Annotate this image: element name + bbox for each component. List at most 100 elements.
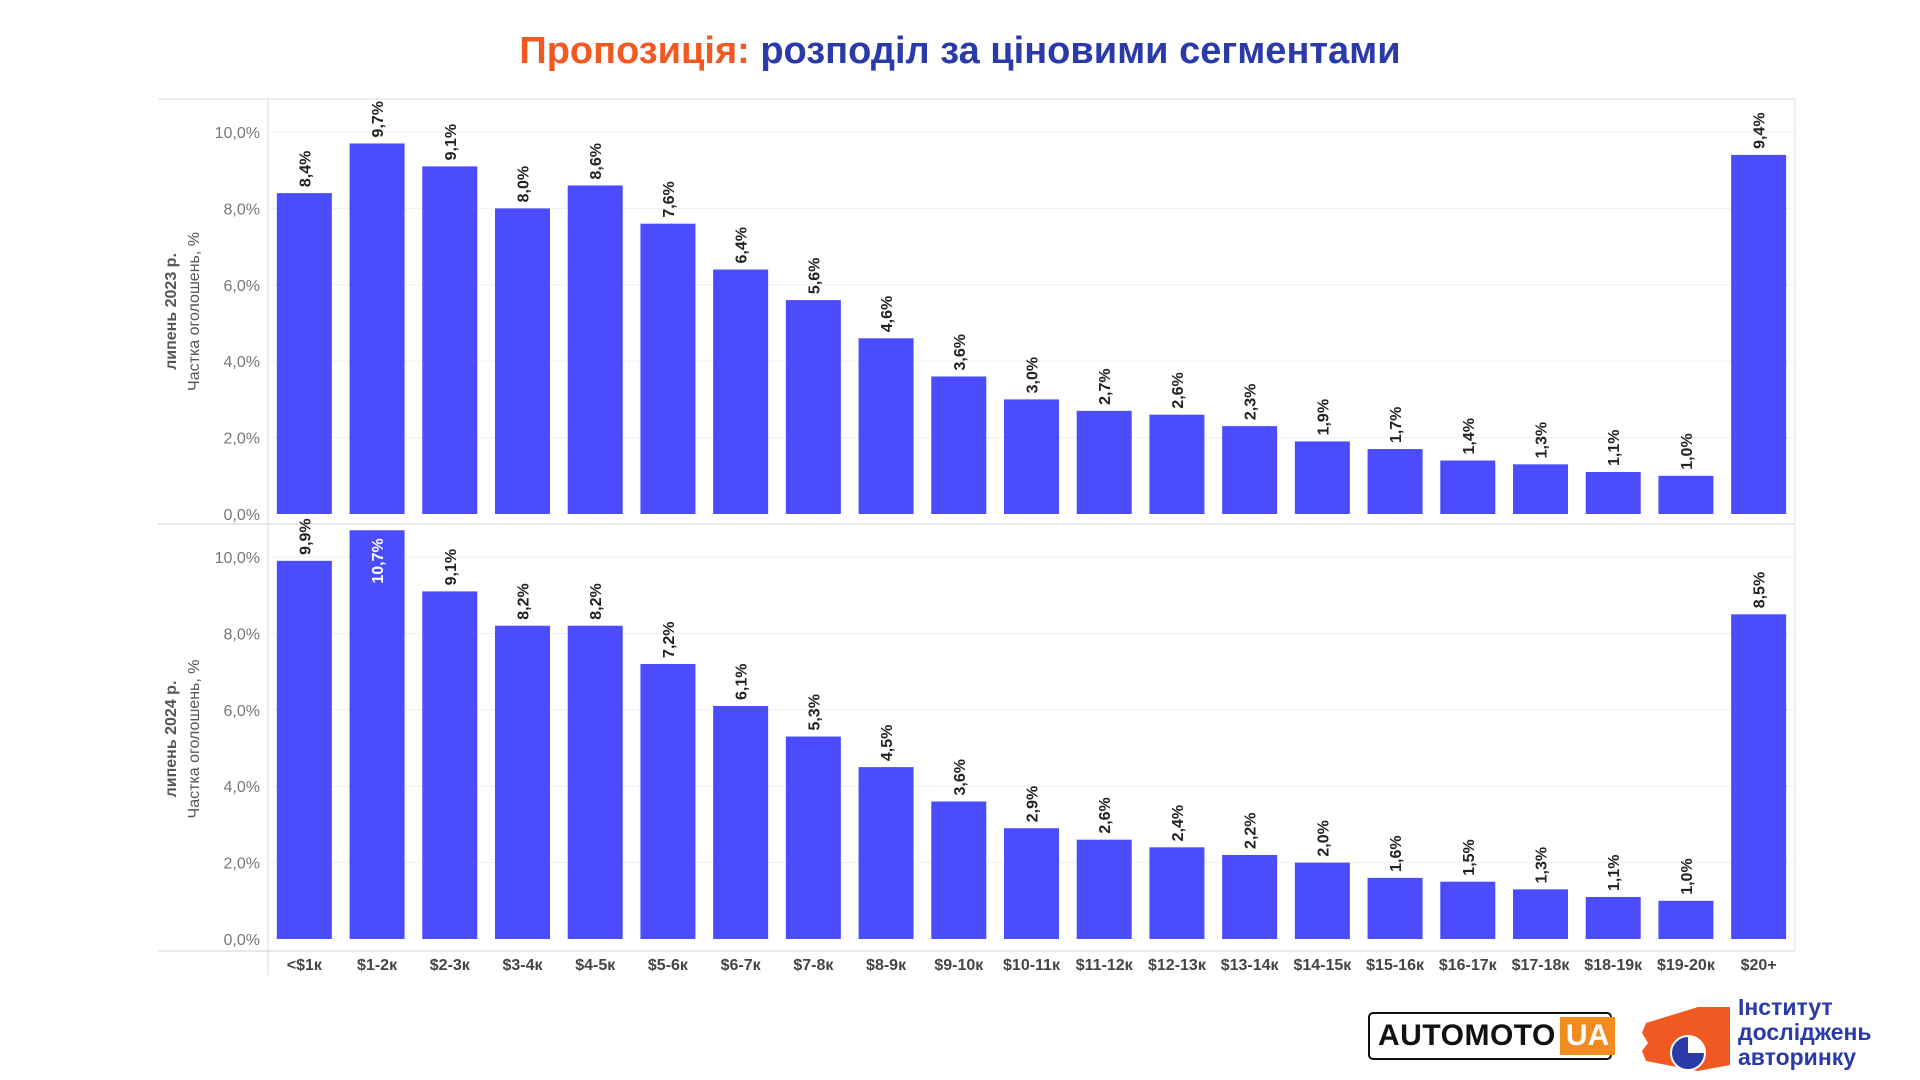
bar-value-label-2023: 3,6% <box>952 334 969 370</box>
y-tick-label-2023: 0,0% <box>224 507 260 524</box>
y-tick-label-2024: 10,0% <box>215 550 260 567</box>
y-tick-label-2023: 10,0% <box>215 125 260 142</box>
bar-2024 <box>1585 896 1641 939</box>
bar-value-label-2023: 1,7% <box>1388 407 1405 443</box>
x-tick-label: $4-5к <box>575 957 616 974</box>
y-tick-label-2023: 8,0% <box>224 201 260 218</box>
bar-2023 <box>1076 410 1132 514</box>
bar-value-label-2023: 1,0% <box>1679 433 1696 469</box>
y-tick-label-2024: 8,0% <box>224 626 260 643</box>
bar-value-label-2024: 10,7% <box>370 538 387 583</box>
bar-2024 <box>1367 877 1423 939</box>
institute-logo: Інститут досліджень авторинку <box>1638 995 1908 1075</box>
bar-value-label-2024: 1,0% <box>1679 858 1696 894</box>
bar-value-label-2023: 3,0% <box>1025 357 1042 393</box>
bar-2023 <box>1004 399 1059 514</box>
bar-2024 <box>1076 839 1132 939</box>
x-tick-label: <$1к <box>287 957 323 974</box>
bar-value-label-2023: 8,6% <box>588 143 605 179</box>
bar-2024 <box>495 625 550 939</box>
bar-value-label-2024: 4,5% <box>879 725 896 761</box>
bar-2023 <box>1440 460 1496 514</box>
chart-title-main: розподіл за ціновими сегментами <box>760 30 1401 72</box>
bar-2023 <box>495 208 550 514</box>
x-tick-label: $6-7к <box>721 957 762 974</box>
bar-value-label-2024: 1,5% <box>1461 839 1478 875</box>
x-tick-label: $7-8к <box>793 957 834 974</box>
bar-value-label-2023: 5,6% <box>806 258 823 294</box>
x-tick-label: $15-16к <box>1366 957 1425 974</box>
y-tick-label-2023: 6,0% <box>224 278 260 295</box>
y-tick-label-2024: 4,0% <box>224 779 260 796</box>
bar-2024 <box>931 801 987 939</box>
bar-2024 <box>1440 881 1496 939</box>
y-axis-label-2023: Частка оголошень, % <box>186 232 203 391</box>
bar-value-label-2023: 2,3% <box>1243 384 1260 420</box>
bar-2024 <box>713 705 769 939</box>
bar-2024 <box>422 591 478 939</box>
bar-2023 <box>567 185 623 515</box>
x-tick-label: $1-2к <box>357 957 398 974</box>
x-tick-label: $11-12к <box>1076 957 1134 974</box>
bar-value-label-2023: 1,9% <box>1315 399 1332 435</box>
bar-2024 <box>1004 828 1059 939</box>
institute-logo-icon <box>1642 1007 1730 1071</box>
bar-value-label-2023: 6,4% <box>734 227 751 263</box>
bar-value-label-2024: 3,6% <box>952 759 969 795</box>
bar-2023 <box>640 223 696 514</box>
automoto-logo-text: AUTOMOTO <box>1378 1019 1556 1052</box>
bar-value-label-2023: 2,6% <box>1170 372 1187 408</box>
bar-2023 <box>1367 449 1423 514</box>
bar-value-label-2023: 4,6% <box>879 296 896 332</box>
bar-2023 <box>1294 441 1350 514</box>
bar-value-label-2023: 9,4% <box>1752 112 1769 148</box>
bar-2024 <box>640 663 696 939</box>
bar-2024 <box>858 767 914 939</box>
bar-2024 <box>1294 862 1350 939</box>
automoto-logo-ua: UA <box>1559 1017 1616 1055</box>
x-tick-label: $2-3к <box>430 957 471 974</box>
x-tick-label: $12-13к <box>1148 957 1207 974</box>
bar-value-label-2023: 8,4% <box>297 151 314 187</box>
y-tick-label-2023: 4,0% <box>224 354 260 371</box>
bar-value-label-2023: 1,3% <box>1534 422 1551 458</box>
bar-value-label-2024: 8,2% <box>588 583 605 619</box>
bar-2023 <box>1222 426 1278 514</box>
bar-value-label-2024: 1,1% <box>1606 855 1623 891</box>
bar-2023 <box>1731 154 1787 515</box>
y-tick-label-2023: 2,0% <box>224 431 260 448</box>
x-tick-label: $3-4к <box>502 957 543 974</box>
bar-2023 <box>349 143 405 514</box>
x-tick-label: $17-18к <box>1512 957 1571 974</box>
automoto-ua-logo: AUTOMOTO UA <box>1368 1012 1616 1060</box>
bar-value-label-2024: 1,3% <box>1534 847 1551 883</box>
bar-2023 <box>858 338 914 514</box>
bar-2024 <box>1731 614 1787 939</box>
bar-value-label-2024: 9,9% <box>297 518 314 554</box>
bar-2023 <box>422 166 478 514</box>
bar-value-label-2023: 7,6% <box>661 181 678 217</box>
x-tick-label: $19-20к <box>1657 957 1716 974</box>
bar-2023 <box>931 376 987 514</box>
bar-2023 <box>1149 414 1205 514</box>
x-tick-label: $14-15к <box>1293 957 1352 974</box>
x-tick-label: $20+ <box>1741 957 1777 974</box>
bar-2024 <box>1222 854 1278 939</box>
y-tick-label-2024: 6,0% <box>224 703 260 720</box>
x-tick-label: $18-19к <box>1584 957 1643 974</box>
bar-value-label-2024: 8,2% <box>516 583 533 619</box>
y-tick-label-2024: 0,0% <box>224 932 260 949</box>
bar-2024 <box>1149 847 1205 939</box>
x-tick-label: $8-9к <box>866 957 907 974</box>
x-tick-label: $5-6к <box>648 957 689 974</box>
row-label-2024: липень 2024 р. <box>163 681 180 798</box>
bar-value-label-2024: 7,2% <box>661 621 678 657</box>
bar-value-label-2024: 1,6% <box>1388 835 1405 871</box>
bar-value-label-2024: 2,0% <box>1315 820 1332 856</box>
chart-title: Пропозиція: розподіл за ціновими сегмент… <box>0 30 1920 73</box>
bar-2024 <box>1513 889 1568 939</box>
bar-2024 <box>785 736 841 939</box>
bar-2023 <box>785 300 841 514</box>
bar-2023 <box>1585 471 1641 514</box>
